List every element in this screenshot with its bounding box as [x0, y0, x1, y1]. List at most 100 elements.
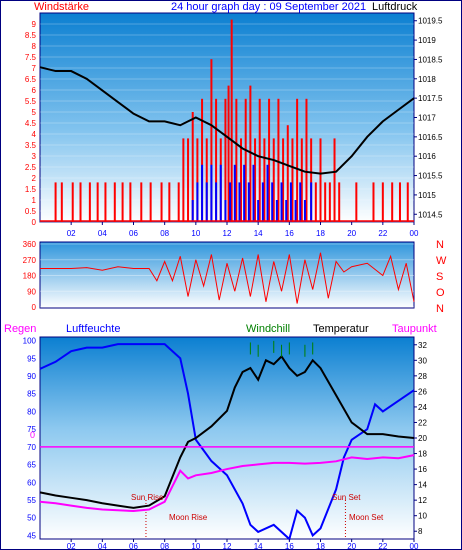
direction-tick-label: 270: [23, 256, 37, 265]
gust-bar: [257, 200, 260, 222]
wind-bar: [191, 112, 194, 222]
temperature-tick-label: 16: [418, 465, 427, 474]
top-x-tick-label: 06: [129, 229, 138, 238]
top-x-tick-label: 14: [254, 229, 263, 238]
wind-bar: [324, 182, 327, 222]
wind-bar: [205, 138, 208, 222]
bottom-x-tick-label: 12: [223, 542, 232, 550]
temperature-tick-label: 22: [418, 418, 427, 427]
humidity-tick-label: 90: [27, 372, 36, 381]
wind-pressure-panel: [39, 12, 415, 223]
temperature-tick-label: 32: [418, 341, 427, 350]
wind-bar: [240, 138, 243, 222]
wind-tick-label: 3.5: [25, 141, 37, 150]
pressure-tick-label: 1016.5: [418, 133, 443, 142]
wind-bar: [272, 138, 275, 222]
bottom-x-tick-label: 02: [67, 542, 76, 550]
wind-tick-label: 4: [32, 130, 37, 139]
wind-bar: [79, 182, 82, 222]
gust-bar: [271, 182, 274, 222]
humidity-tick-label: 80: [27, 407, 36, 416]
temperature-tick-label: 12: [418, 496, 427, 505]
wind-bar: [121, 182, 124, 222]
direction-tick-label: 180: [23, 272, 37, 281]
gust-bar: [310, 182, 313, 222]
pressure-line: [39, 66, 415, 175]
bottom-x-tick-label: 10: [191, 542, 200, 550]
temperature-tick-label: 10: [418, 512, 427, 521]
humidity-tick-label: 70: [27, 443, 36, 452]
humidity-tick-label: 50: [27, 514, 36, 523]
temperature-tick-label: 30: [418, 356, 427, 365]
gust-bar: [238, 182, 241, 222]
temperature-tick-label: 18: [418, 450, 427, 459]
rain-value-label: 0: [30, 430, 35, 440]
top-x-tick-label: 10: [191, 229, 200, 238]
wind-tick-label: 5: [32, 108, 37, 117]
wind-axis-title: Windstärke: [34, 1, 89, 13]
gust-bar: [303, 200, 306, 222]
chart-title: 24 hour graph day : 09 September 2021: [171, 1, 366, 13]
wind-tick-label: 9: [32, 20, 37, 29]
pressure-tick-label: 1019.5: [418, 17, 443, 26]
gust-bar: [275, 200, 278, 222]
wind-bar: [398, 182, 401, 222]
pressure-tick-label: 1019: [418, 36, 436, 45]
bottom-x-tick-label: 22: [378, 542, 387, 550]
temperature-tick-label: 24: [418, 403, 427, 412]
temperature-line: [39, 354, 415, 509]
wind-bar: [215, 98, 218, 222]
bottom-x-tick-label: 14: [254, 542, 263, 550]
humidity-tick-label: 55: [27, 496, 36, 505]
wind-bar: [210, 59, 213, 223]
gust-bar: [224, 200, 227, 222]
wind-bar: [268, 98, 271, 222]
wind-direction-line: [40, 252, 415, 304]
humidity-tick-label: 75: [27, 425, 36, 434]
wind-bar: [300, 138, 303, 222]
wind-bar: [129, 182, 132, 222]
bottom-x-tick-label: 16: [285, 542, 294, 550]
wind-bar: [201, 98, 204, 222]
gust-bar: [299, 182, 302, 222]
humidity-tick-label: 100: [23, 337, 37, 346]
wind-tick-label: 8: [32, 42, 37, 51]
pressure-tick-label: 1015.5: [418, 172, 443, 181]
wind-bar: [355, 182, 358, 222]
wind-bar: [96, 182, 99, 222]
wind-bar: [149, 182, 152, 222]
legend-windchill: Windchill: [246, 323, 290, 335]
wind-bar: [291, 138, 294, 222]
wind-bar: [286, 125, 289, 222]
wind-bar: [254, 138, 257, 222]
wind-bar: [263, 138, 266, 222]
gust-bar: [261, 182, 264, 222]
moon-set-label: Moon Set: [349, 513, 384, 522]
gust-bar: [201, 164, 204, 222]
compass-label: N: [436, 303, 444, 315]
gust-bar: [191, 200, 194, 222]
top-x-tick-label: 00: [410, 229, 419, 238]
gust-bar: [229, 182, 232, 222]
wind-bar: [338, 182, 341, 222]
compass-label: O: [436, 287, 445, 299]
wind-bar: [187, 138, 190, 222]
compass-label: N: [436, 239, 444, 251]
top-x-tick-label: 08: [160, 229, 169, 238]
top-x-tick-label: 18: [316, 229, 325, 238]
top-x-tick-label: 22: [378, 229, 387, 238]
bottom-x-tick-label: 20: [347, 542, 356, 550]
legend-humidity: Luftfeuchte: [66, 323, 120, 335]
direction-tick-label: 360: [23, 240, 37, 249]
wind-bar: [224, 98, 227, 222]
wind-tick-label: 0: [32, 218, 37, 227]
pressure-tick-label: 1014.5: [418, 210, 443, 219]
wind-tick-label: 5.5: [25, 97, 37, 106]
wind-bar: [305, 98, 308, 222]
wind-bar: [71, 182, 74, 222]
gust-bar: [243, 164, 246, 222]
wind-bar: [182, 138, 185, 222]
wind-bar: [177, 182, 180, 222]
sun-rise-label: Sun Rise: [131, 493, 164, 502]
wind-tick-label: 4.5: [25, 119, 37, 128]
